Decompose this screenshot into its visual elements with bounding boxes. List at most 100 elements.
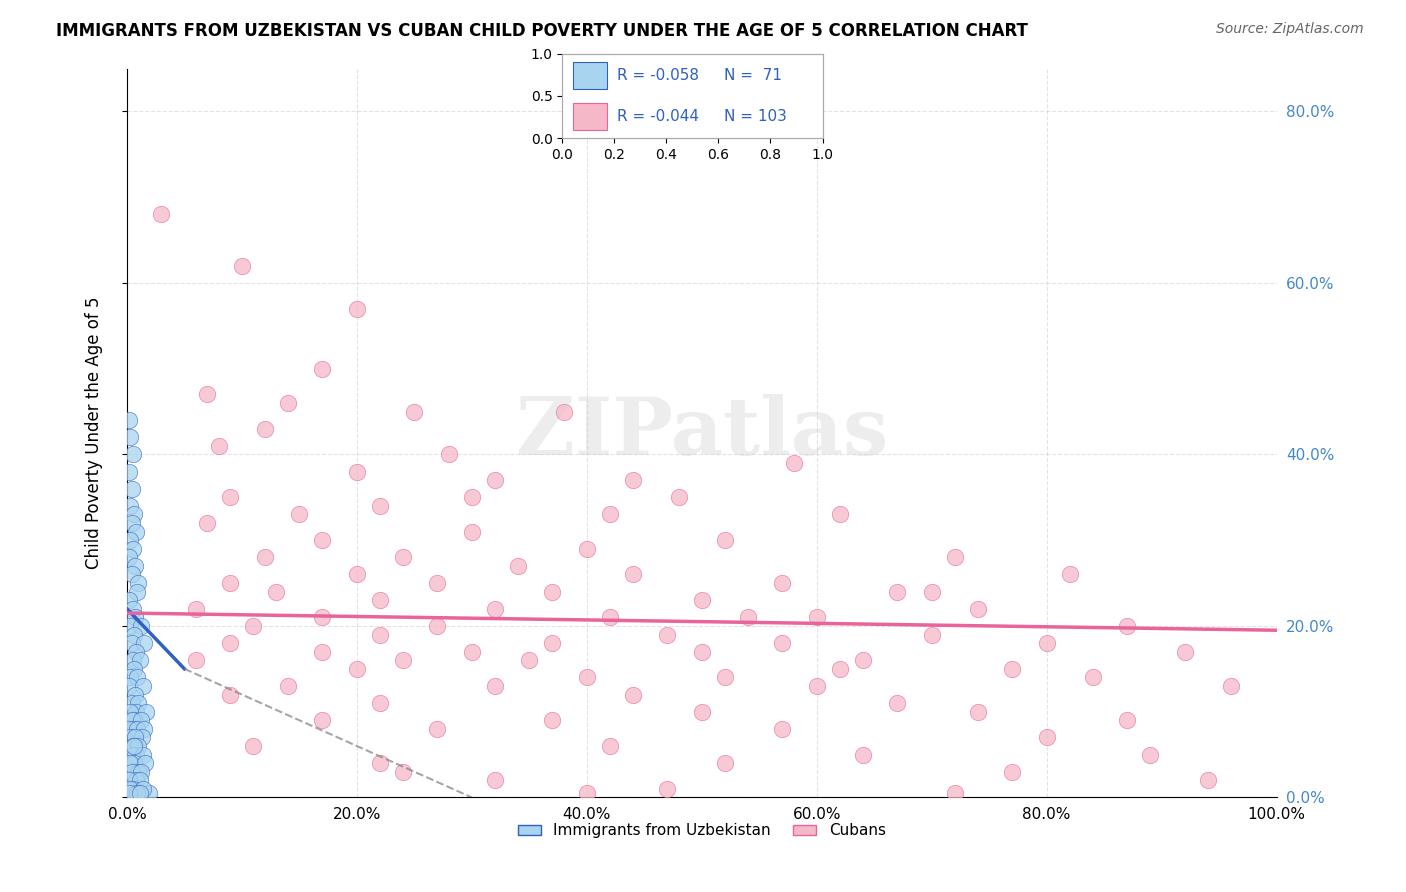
Point xyxy=(506,558,529,573)
Point xyxy=(253,422,276,436)
Point xyxy=(121,653,143,667)
Point xyxy=(277,679,299,693)
Point xyxy=(120,619,142,633)
Point xyxy=(121,739,143,753)
Point xyxy=(121,447,143,461)
Point xyxy=(122,756,145,771)
Point xyxy=(118,550,141,565)
Point xyxy=(135,705,157,719)
Point xyxy=(806,679,828,693)
Point xyxy=(426,722,449,736)
FancyBboxPatch shape xyxy=(572,103,606,130)
Point xyxy=(118,593,141,607)
Point xyxy=(621,567,644,582)
Point xyxy=(184,601,207,615)
Point xyxy=(120,781,142,796)
Point xyxy=(657,627,679,641)
Point xyxy=(461,645,484,659)
Point xyxy=(852,653,875,667)
Point xyxy=(118,465,141,479)
Point xyxy=(1197,773,1219,788)
Point xyxy=(120,670,142,684)
Point xyxy=(541,636,564,650)
Point xyxy=(1139,747,1161,762)
Point xyxy=(553,404,575,418)
Point xyxy=(195,516,218,530)
Point xyxy=(277,396,299,410)
Point xyxy=(128,773,150,788)
Point xyxy=(713,756,735,771)
Point xyxy=(121,482,143,496)
Point xyxy=(121,516,143,530)
Text: R = -0.044: R = -0.044 xyxy=(617,109,699,124)
Point xyxy=(1001,662,1024,676)
Point xyxy=(129,713,152,727)
Point xyxy=(392,653,415,667)
Point xyxy=(690,593,713,607)
Point xyxy=(690,705,713,719)
Point xyxy=(783,456,806,470)
Point xyxy=(484,473,506,487)
Point xyxy=(128,653,150,667)
Point xyxy=(368,593,391,607)
Point xyxy=(134,636,156,650)
Point xyxy=(346,465,368,479)
Text: Source: ZipAtlas.com: Source: ZipAtlas.com xyxy=(1216,22,1364,37)
Point xyxy=(1035,636,1057,650)
Point xyxy=(484,601,506,615)
Point xyxy=(426,576,449,591)
Point xyxy=(124,688,146,702)
Point xyxy=(121,636,143,650)
Point xyxy=(852,747,875,762)
Point xyxy=(690,645,713,659)
Point xyxy=(122,739,145,753)
Point xyxy=(368,499,391,513)
Point xyxy=(122,627,145,641)
Point xyxy=(134,756,156,771)
Point xyxy=(120,533,142,548)
Point xyxy=(461,524,484,539)
Point xyxy=(208,439,231,453)
Point xyxy=(132,781,155,796)
Point xyxy=(541,584,564,599)
Text: N =  71: N = 71 xyxy=(724,68,782,83)
Y-axis label: Child Poverty Under the Age of 5: Child Poverty Under the Age of 5 xyxy=(86,297,103,569)
Point xyxy=(127,576,149,591)
Point xyxy=(121,747,143,762)
Point xyxy=(770,722,793,736)
Point xyxy=(125,705,148,719)
Point xyxy=(127,722,149,736)
Point xyxy=(120,731,142,745)
Point xyxy=(966,601,988,615)
Point xyxy=(943,786,966,800)
Point xyxy=(132,679,155,693)
Point xyxy=(127,696,149,710)
Point xyxy=(575,670,598,684)
Point xyxy=(346,567,368,582)
Point xyxy=(770,576,793,591)
Point xyxy=(575,786,598,800)
Point xyxy=(806,610,828,624)
Point xyxy=(128,786,150,800)
Point xyxy=(242,619,264,633)
Point xyxy=(1035,731,1057,745)
Point xyxy=(668,491,690,505)
Point xyxy=(219,636,242,650)
Point xyxy=(219,491,242,505)
Point xyxy=(599,739,621,753)
Point xyxy=(219,576,242,591)
Point xyxy=(484,773,506,788)
Point xyxy=(575,541,598,556)
Point xyxy=(122,662,145,676)
Point xyxy=(131,731,153,745)
Point xyxy=(311,610,333,624)
Text: IMMIGRANTS FROM UZBEKISTAN VS CUBAN CHILD POVERTY UNDER THE AGE OF 5 CORRELATION: IMMIGRANTS FROM UZBEKISTAN VS CUBAN CHIL… xyxy=(56,22,1028,40)
Point xyxy=(125,747,148,762)
Point xyxy=(121,713,143,727)
Point xyxy=(657,781,679,796)
Point xyxy=(121,764,143,779)
Point xyxy=(118,773,141,788)
Point xyxy=(231,259,253,273)
Point xyxy=(1001,764,1024,779)
Point xyxy=(127,584,149,599)
